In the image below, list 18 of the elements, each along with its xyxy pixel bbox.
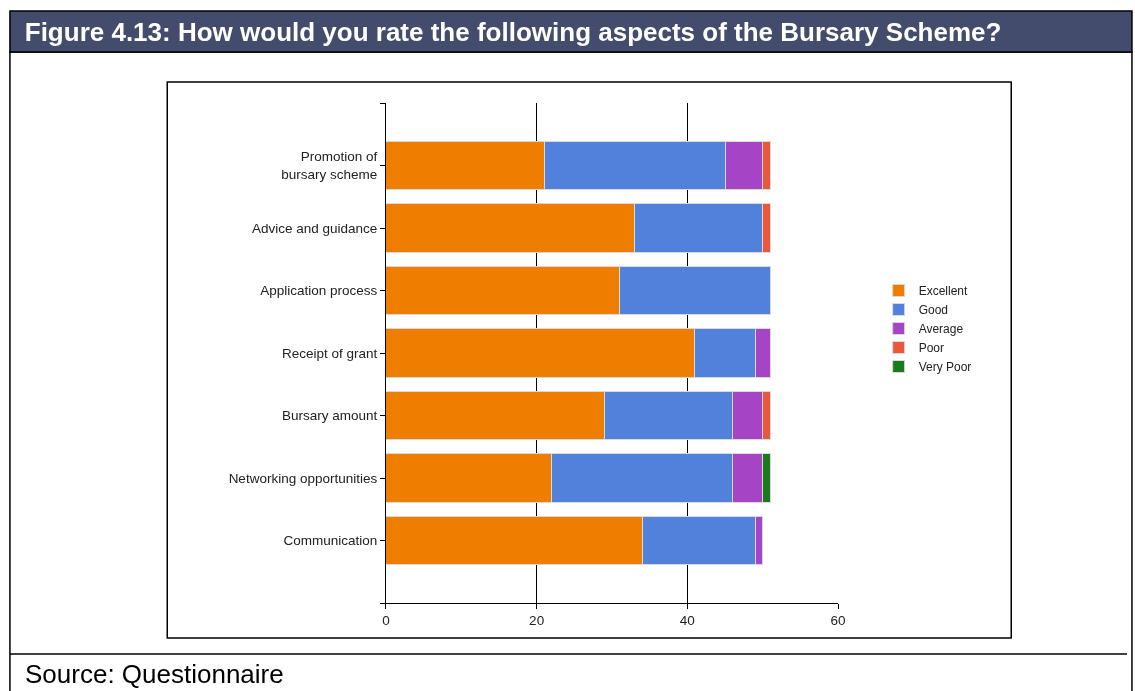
x-tick-label: 60 bbox=[830, 613, 846, 629]
y-tick-label: Bursary amount bbox=[281, 408, 378, 424]
y-tick-label: Promotion of bursary scheme bbox=[281, 149, 378, 182]
chart-title: Figure 4.13: How would you rate the following aspects of the Bursary Scheme? bbox=[24, 17, 1002, 48]
legend-label: Very Poor bbox=[918, 360, 972, 375]
x-tick-label: 0 bbox=[382, 613, 390, 629]
x-tick-label: 40 bbox=[679, 613, 695, 629]
legend-label: Poor bbox=[918, 341, 945, 356]
y-tick-label: Advice and guidance bbox=[251, 220, 378, 236]
x-tick-label: 20 bbox=[529, 613, 545, 629]
legend-label: Average bbox=[918, 322, 964, 337]
y-tick-label: Networking opportunities bbox=[228, 470, 378, 486]
y-tick-label: Communication bbox=[283, 533, 378, 549]
source-note: Source: Questionnaire bbox=[25, 659, 284, 689]
legend-label: Excellent bbox=[918, 284, 969, 299]
y-tick-label: Receipt of grant bbox=[281, 345, 378, 361]
y-tick-label: Application process bbox=[260, 283, 378, 299]
legend-label: Good bbox=[918, 303, 949, 318]
